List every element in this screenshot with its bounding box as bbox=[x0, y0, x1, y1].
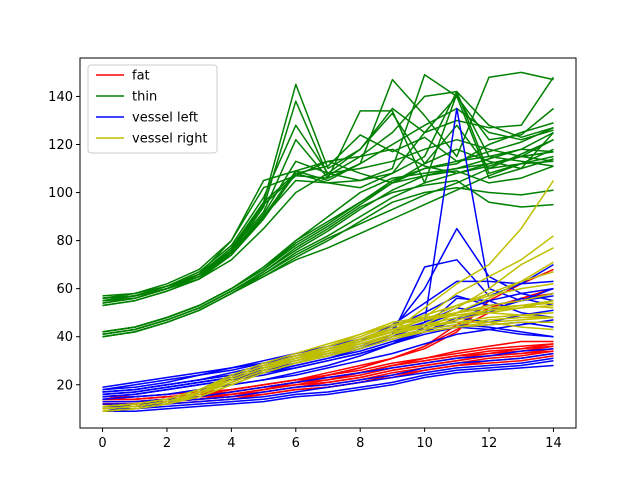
series-line-vessel-right-17 bbox=[102, 304, 554, 408]
series-line-vessel-left-16 bbox=[102, 319, 554, 400]
legend-label-vessel-right: vessel right bbox=[132, 132, 208, 147]
y-tick-label: 80 bbox=[56, 234, 73, 249]
y-tick-label: 40 bbox=[56, 330, 73, 345]
x-tick-label: 12 bbox=[481, 436, 498, 451]
x-tick-label: 0 bbox=[98, 436, 106, 451]
legend-label-thin: thin bbox=[132, 90, 157, 105]
series-lines bbox=[102, 71, 555, 412]
x-axis: 0 2 4 6 8 10 12 14 bbox=[98, 428, 562, 451]
x-tick-label: 8 bbox=[356, 436, 364, 451]
y-tick-label: 100 bbox=[48, 186, 73, 201]
y-axis: 20 40 60 80 100 120 140 bbox=[48, 90, 80, 393]
y-tick-label: 140 bbox=[48, 90, 73, 105]
series-line-thin-10 bbox=[102, 93, 554, 302]
x-tick-label: 4 bbox=[227, 436, 235, 451]
series-line-vessel-left-13 bbox=[102, 357, 554, 408]
series-line-thin-22 bbox=[102, 150, 554, 333]
y-tick-label: 120 bbox=[48, 138, 73, 153]
x-tick-label: 6 bbox=[292, 436, 300, 451]
series-line-thin-21 bbox=[102, 148, 554, 338]
series-line-vessel-right-16 bbox=[102, 299, 554, 410]
y-tick-label: 60 bbox=[56, 282, 73, 297]
series-line-vessel-right-15 bbox=[102, 271, 554, 410]
x-tick-label: 2 bbox=[163, 436, 171, 451]
legend-label-vessel-left: vessel left bbox=[132, 111, 198, 126]
series-line-thin-11 bbox=[102, 160, 554, 300]
legend-label-fat: fat bbox=[132, 69, 150, 84]
axes-frame bbox=[79, 57, 577, 429]
series-line-thin-20 bbox=[102, 139, 554, 336]
series-line-vessel-left-17 bbox=[102, 326, 554, 396]
x-tick-label: 14 bbox=[545, 436, 562, 451]
legend-box bbox=[87, 64, 218, 154]
x-tick-label: 10 bbox=[416, 436, 433, 451]
series-line-vessel-right-14 bbox=[102, 321, 554, 412]
series-line-vessel-left-15 bbox=[102, 364, 554, 412]
legend: fat thin vessel left vessel right bbox=[87, 64, 218, 154]
series-line-vessel-left-14 bbox=[102, 359, 554, 410]
y-tick-label: 20 bbox=[56, 378, 73, 393]
